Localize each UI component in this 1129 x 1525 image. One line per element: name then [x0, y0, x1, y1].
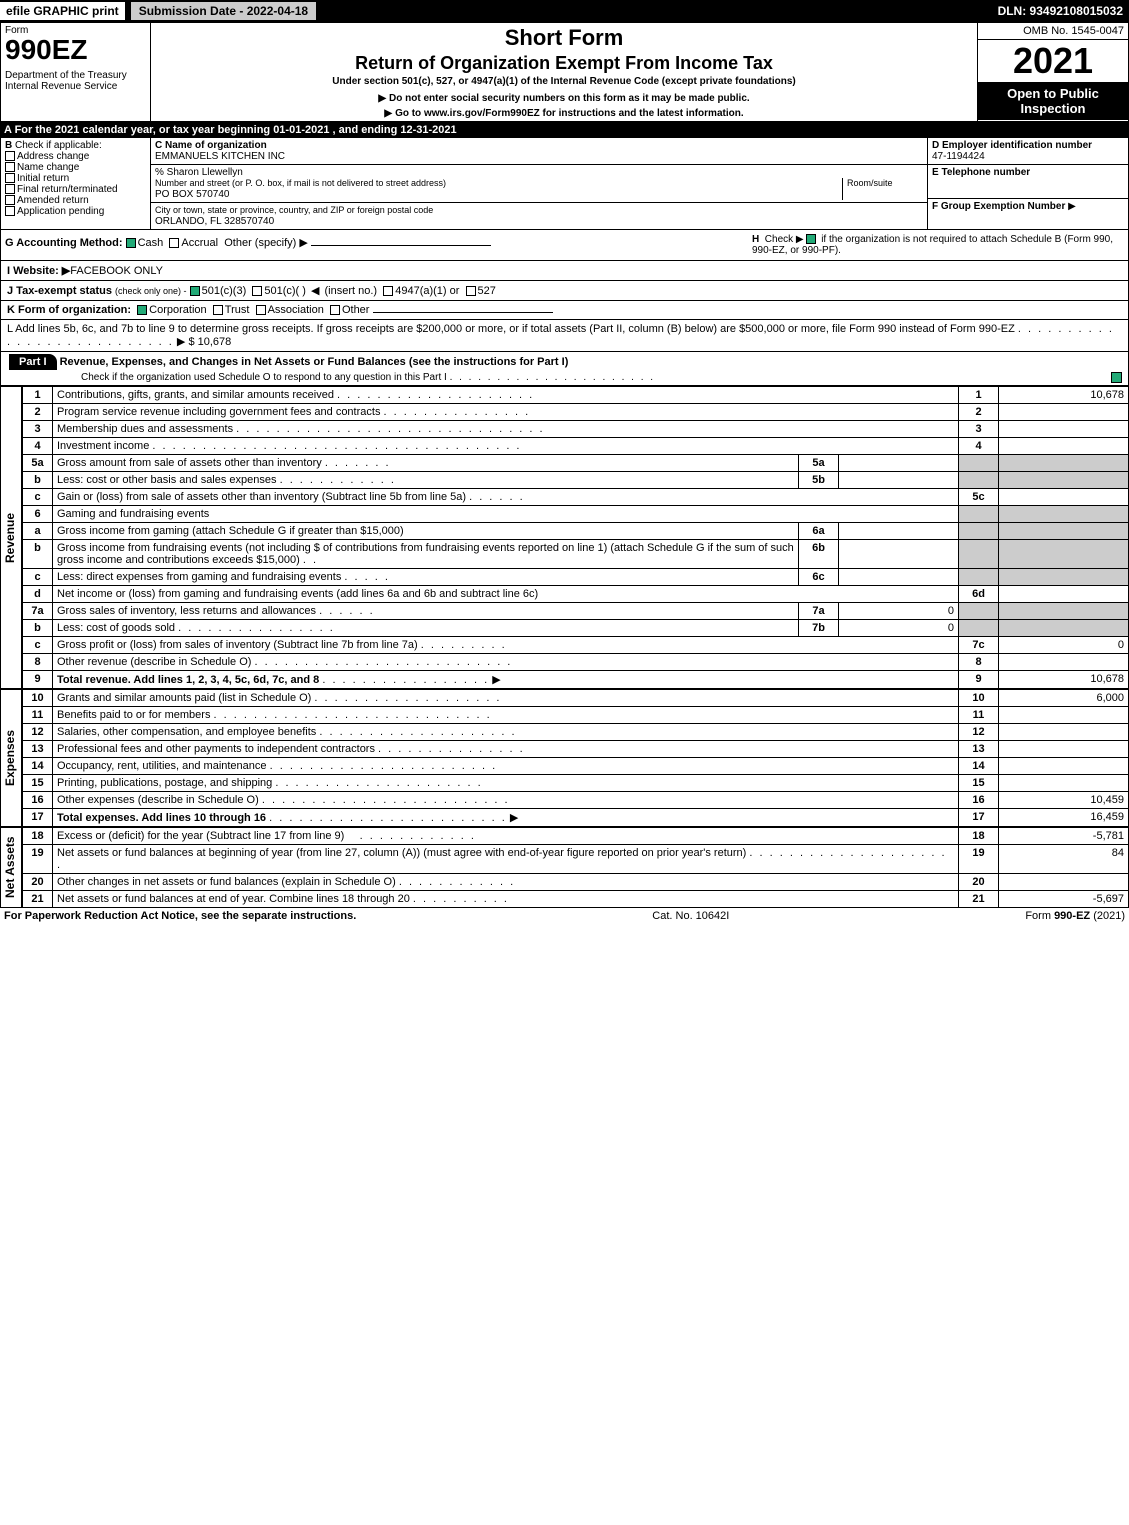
line-9: 9Total revenue. Add lines 1, 2, 3, 4, 5c…: [23, 671, 1129, 689]
checkbox-schedule-o[interactable]: [1111, 372, 1122, 383]
checkbox-corporation[interactable]: [137, 305, 147, 315]
line-1: 1Contributions, gifts, grants, and simil…: [23, 387, 1129, 404]
street-label: Number and street (or P. O. box, if mail…: [155, 178, 446, 188]
line-3: 3Membership dues and assessments . . . .…: [23, 421, 1129, 438]
tax-year: 2021: [978, 40, 1128, 82]
e-label: E Telephone number: [932, 167, 1030, 178]
line-15: 15Printing, publications, postage, and s…: [23, 775, 1129, 792]
line-16: 16Other expenses (describe in Schedule O…: [23, 792, 1129, 809]
row-j-tax-status: J Tax-exempt status (check only one) - 5…: [0, 281, 1129, 301]
row-l-gross-receipts: L Add lines 5b, 6c, and 7b to line 9 to …: [0, 320, 1129, 352]
checkbox-trust[interactable]: [213, 305, 223, 315]
checkbox-final-return[interactable]: [5, 184, 15, 194]
c-label: C Name of organization: [155, 140, 267, 151]
form-version: Form 990-EZ (2021): [1025, 910, 1125, 922]
checkbox-other-org[interactable]: [330, 305, 340, 315]
line-7c: cGross profit or (loss) from sales of in…: [23, 637, 1129, 654]
row-k-form-org: K Form of organization: Corporation Trus…: [0, 301, 1129, 320]
goto-link[interactable]: Go to www.irs.gov/Form990EZ for instruct…: [155, 108, 973, 119]
form-990ez: 990EZ: [5, 34, 146, 66]
line-10: 10Grants and similar amounts paid (list …: [23, 690, 1129, 707]
checkbox-accrual[interactable]: [169, 238, 179, 248]
revenue-table: 1Contributions, gifts, grants, and simil…: [22, 386, 1129, 689]
line-7b: bLess: cost of goods sold . . . . . . . …: [23, 620, 1129, 637]
top-bar: efile GRAPHIC print Submission Date - 20…: [0, 0, 1129, 22]
line-5a: 5aGross amount from sale of assets other…: [23, 455, 1129, 472]
line-5c: cGain or (loss) from sale of assets othe…: [23, 489, 1129, 506]
line-6: 6Gaming and fundraising events: [23, 506, 1129, 523]
ein: 47-1194424: [932, 151, 985, 162]
line-5b: bLess: cost or other basis and sales exp…: [23, 472, 1129, 489]
expenses-table: 10Grants and similar amounts paid (list …: [22, 689, 1129, 827]
line-8: 8Other revenue (describe in Schedule O) …: [23, 654, 1129, 671]
part-i-check-text: Check if the organization used Schedule …: [81, 372, 447, 383]
city-label: City or town, state or province, country…: [155, 205, 433, 215]
omb-number: OMB No. 1545-0047: [978, 23, 1128, 40]
dept-treasury: Department of the Treasury Internal Reve…: [5, 70, 146, 92]
part-i-tab: Part I: [9, 354, 57, 370]
short-form-title: Short Form: [155, 25, 973, 51]
line-2: 2Program service revenue including gover…: [23, 404, 1129, 421]
checkbox-501c3[interactable]: [190, 286, 200, 296]
city-state-zip: ORLANDO, FL 328570740: [155, 216, 274, 227]
line-6d: dNet income or (loss) from gaming and fu…: [23, 586, 1129, 603]
website-value: FACEBOOK ONLY: [70, 265, 163, 277]
checkbox-association[interactable]: [256, 305, 266, 315]
line-17: 17Total expenses. Add lines 10 through 1…: [23, 809, 1129, 827]
submission-date: Submission Date - 2022-04-18: [131, 2, 316, 20]
ssn-note: Do not enter social security numbers on …: [155, 93, 973, 104]
expenses-side-label: Expenses: [0, 689, 22, 827]
part-i-title: Revenue, Expenses, and Changes in Net As…: [60, 356, 569, 368]
line-6b: bGross income from fundraising events (n…: [23, 540, 1129, 569]
line-7a: 7aGross sales of inventory, less returns…: [23, 603, 1129, 620]
checkbox-initial-return[interactable]: [5, 173, 15, 183]
line-14: 14Occupancy, rent, utilities, and mainte…: [23, 758, 1129, 775]
efile-label[interactable]: efile GRAPHIC print: [0, 2, 125, 20]
form-header: Form 990EZ Department of the Treasury In…: [0, 22, 1129, 122]
netassets-table: 18Excess or (deficit) for the year (Subt…: [22, 827, 1129, 908]
line-18: 18Excess or (deficit) for the year (Subt…: [23, 828, 1129, 845]
line-19: 19Net assets or fund balances at beginni…: [23, 845, 1129, 874]
f-label: F Group Exemption Number: [932, 201, 1065, 212]
checkbox-4947[interactable]: [383, 286, 393, 296]
checkbox-amended-return[interactable]: [5, 195, 15, 205]
line-20: 20Other changes in net assets or fund ba…: [23, 874, 1129, 891]
paperwork-notice: For Paperwork Reduction Act Notice, see …: [4, 910, 356, 922]
checkbox-cash[interactable]: [126, 238, 136, 248]
gross-receipts-value: $ 10,678: [188, 336, 231, 348]
cat-no: Cat. No. 10642I: [652, 910, 729, 922]
checkbox-name-change[interactable]: [5, 162, 15, 172]
row-i-website: I Website: ▶FACEBOOK ONLY: [0, 261, 1129, 281]
line-21: 21Net assets or fund balances at end of …: [23, 891, 1129, 908]
row-g: G Accounting Method: Cash Accrual Other …: [1, 230, 748, 260]
section-b: B Check if applicable: Address change Na…: [1, 138, 151, 230]
checkbox-501c[interactable]: [252, 286, 262, 296]
netassets-side-label: Net Assets: [0, 827, 22, 908]
room-suite-label: Room/suite: [847, 178, 893, 188]
line-6a: aGross income from gaming (attach Schedu…: [23, 523, 1129, 540]
line-4: 4Investment income . . . . . . . . . . .…: [23, 438, 1129, 455]
open-public-badge: Open to Public Inspection: [978, 82, 1128, 120]
checkbox-application-pending[interactable]: [5, 206, 15, 216]
line-6c: cLess: direct expenses from gaming and f…: [23, 569, 1129, 586]
subtitle: Under section 501(c), 527, or 4947(a)(1)…: [155, 76, 973, 87]
row-a-calendar-year: A For the 2021 calendar year, or tax yea…: [0, 122, 1129, 138]
row-h: H Check ▶ if the organization is not req…: [748, 230, 1128, 260]
line-12: 12Salaries, other compensation, and empl…: [23, 724, 1129, 741]
org-name: EMMANUELS KITCHEN INC: [155, 151, 285, 162]
f-arrow: ▶: [1068, 201, 1076, 212]
revenue-side-label: Revenue: [0, 386, 22, 689]
return-title: Return of Organization Exempt From Incom…: [155, 53, 973, 74]
checkbox-sched-b[interactable]: [806, 234, 816, 244]
care-of: % Sharon Llewellyn: [155, 167, 243, 178]
line-13: 13Professional fees and other payments t…: [23, 741, 1129, 758]
checkbox-address-change[interactable]: [5, 151, 15, 161]
dln-number: DLN: 93492108015032: [998, 4, 1129, 18]
checkbox-527[interactable]: [466, 286, 476, 296]
d-label: D Employer identification number: [932, 140, 1092, 151]
page-footer: For Paperwork Reduction Act Notice, see …: [0, 908, 1129, 924]
section-bcd: B Check if applicable: Address change Na…: [0, 138, 1129, 230]
street-address: PO BOX 570740: [155, 189, 230, 200]
line-11: 11Benefits paid to or for members . . . …: [23, 707, 1129, 724]
